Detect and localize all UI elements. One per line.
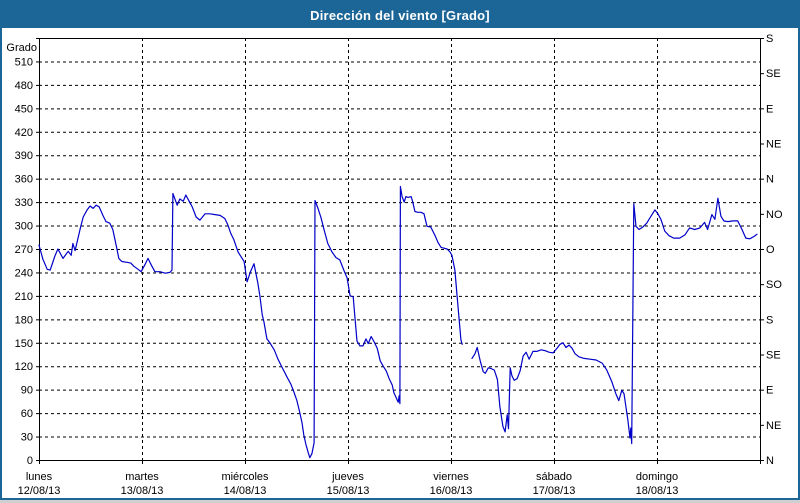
y-right-tick-label: SO: [766, 279, 782, 291]
x-day-name: miércoles: [221, 471, 269, 483]
y-left-tick-label: 510: [15, 56, 33, 68]
x-day-name: jueves: [331, 471, 364, 483]
y-right-tick-label: SE: [766, 350, 781, 362]
x-day-date: 15/08/13: [327, 485, 370, 497]
x-day-date: 16/08/13: [430, 485, 473, 497]
x-day-name: lunes: [26, 471, 53, 483]
y-right-tick-label: E: [766, 103, 773, 115]
data-line: [38, 185, 758, 459]
y-right-tick-label: O: [766, 244, 775, 256]
gridlines: [39, 38, 760, 460]
x-day-date: 18/08/13: [636, 485, 679, 497]
x-day-name: domingo: [636, 471, 678, 483]
y-left-tick-label: 360: [15, 174, 33, 186]
wind-direction-chart: 0 30 60 90 120 150 180 210 240 270 300 330 360 390 420…: [6, 33, 783, 497]
y-right-tick-label: N: [766, 455, 774, 467]
x-day-date: 12/08/13: [18, 485, 61, 497]
y-left-tick-label: 30: [21, 432, 33, 444]
y-left-tick-label: 390: [15, 150, 33, 162]
y-axis-left: 0 30 60 90 120 150 180 210 240 270 300 330 360 390 420…: [6, 38, 39, 467]
chart-area: 0 30 60 90 120 150 180 210 240 270 300 330 360 390 420…: [2, 28, 798, 498]
x-day-date: 17/08/13: [533, 485, 576, 497]
y-left-tick-label: 210: [15, 291, 33, 303]
y-right-tick-label: S: [766, 314, 773, 326]
chart-title: Dirección del viento [Grado]: [310, 7, 490, 23]
y-right-tick-label: E: [766, 385, 773, 397]
y-axis-right: S SE E NE N NO O SO S SE E NE N: [760, 33, 783, 467]
y-left-tick-label: 270: [15, 244, 33, 256]
y-right-tick-label: NE: [766, 420, 781, 432]
y-right-tick-label: NO: [766, 209, 783, 221]
x-day-name: martes: [125, 471, 159, 483]
y-left-tick-label: 480: [15, 80, 33, 92]
y-axis-title: Grado: [6, 42, 37, 54]
x-axis: lunes 12/08/13 martes 13/08/13 miércoles 14/0…: [18, 460, 761, 497]
x-day-name: viernes: [433, 471, 469, 483]
y-left-tick-label: 300: [15, 221, 33, 233]
y-left-tick-label: 180: [15, 314, 33, 326]
y-right-tick-label: S: [766, 33, 773, 45]
x-day-name: sábado: [536, 471, 572, 483]
y-left-tick-label: 120: [15, 361, 33, 373]
x-day-date: 13/08/13: [121, 485, 164, 497]
y-left-tick-label: 60: [21, 408, 33, 420]
x-day-date: 14/08/13: [224, 485, 267, 497]
chart-title-bar: Dirección del viento [Grado]: [2, 2, 798, 28]
y-left-tick-label: 450: [15, 103, 33, 115]
y-left-tick-label: 240: [15, 267, 33, 279]
y-left-tick-label: 90: [21, 385, 33, 397]
y-right-tick-label: NE: [766, 139, 781, 151]
y-left-tick-label: 330: [15, 197, 33, 209]
y-left-tick-label: 150: [15, 338, 33, 350]
y-left-tick-label: 420: [15, 127, 33, 139]
y-left-tick-label: 0: [27, 455, 33, 467]
y-right-tick-label: N: [766, 174, 774, 186]
y-right-tick-label: SE: [766, 68, 781, 80]
